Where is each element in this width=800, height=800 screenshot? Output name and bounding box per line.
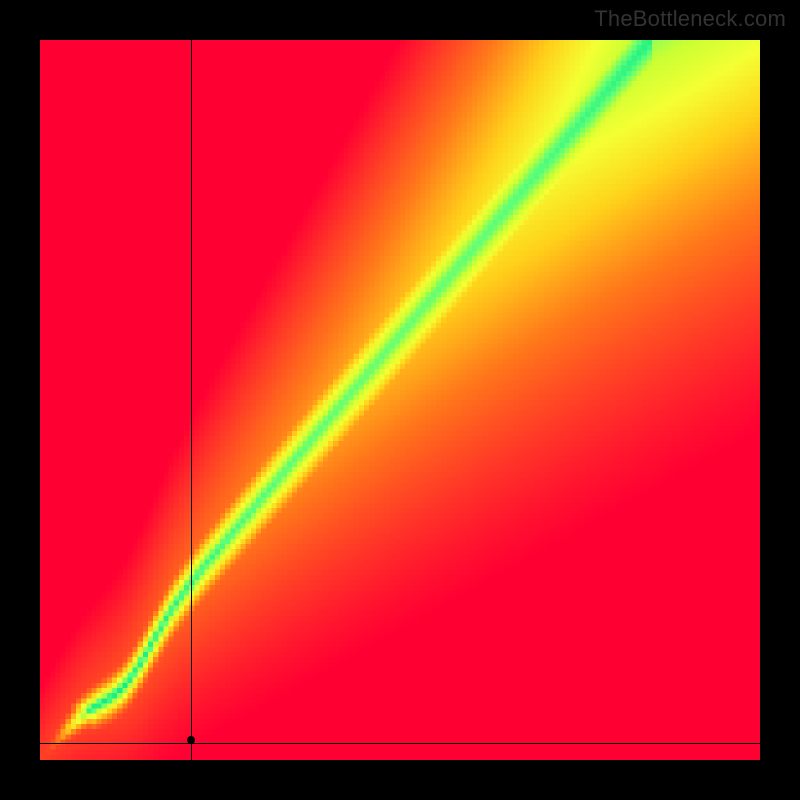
heatmap-canvas bbox=[40, 40, 760, 760]
crosshair-marker bbox=[187, 736, 195, 744]
crosshair-horizontal bbox=[40, 743, 760, 744]
chart-container: TheBottleneck.com bbox=[0, 0, 800, 800]
heatmap-plot bbox=[40, 40, 760, 760]
crosshair-vertical bbox=[191, 40, 192, 760]
watermark-label: TheBottleneck.com bbox=[594, 6, 786, 32]
